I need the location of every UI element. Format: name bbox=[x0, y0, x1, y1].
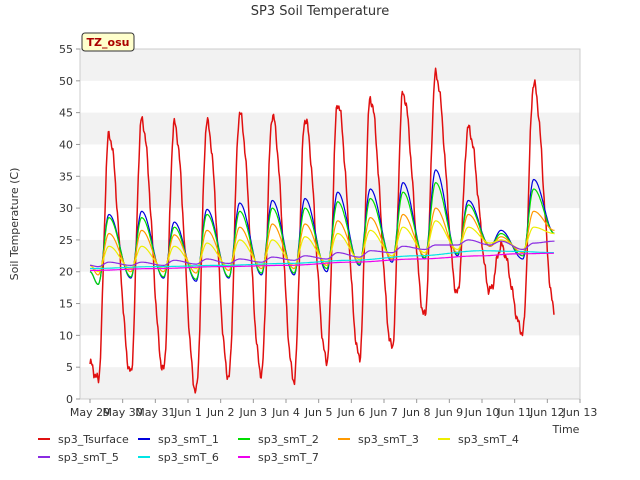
series-line-sp3-smT-6 bbox=[90, 250, 554, 270]
y-tick-label: 55 bbox=[59, 43, 73, 56]
x-tick-label: Jun 1 bbox=[173, 406, 202, 419]
x-tick-label: May 31 bbox=[135, 406, 175, 419]
grid-band bbox=[80, 49, 580, 81]
x-tick-label: Jun 11 bbox=[496, 406, 532, 419]
x-tick-label: Jun 3 bbox=[238, 406, 267, 419]
y-tick-label: 10 bbox=[59, 329, 73, 342]
x-tick-label: Jun 10 bbox=[464, 406, 500, 419]
y-tick-label: 5 bbox=[66, 361, 73, 374]
legend-label: sp3_smT_4 bbox=[458, 433, 519, 446]
x-tick-label: Jun 9 bbox=[434, 406, 463, 419]
series-line-sp3-Tsurface bbox=[89, 67, 555, 394]
badge: TZ_osu bbox=[81, 32, 135, 52]
badge-label: TZ_osu bbox=[87, 36, 130, 49]
x-tick-label: May 29 bbox=[70, 406, 110, 419]
legend-label: sp3_smT_1 bbox=[158, 433, 219, 446]
y-tick-label: 15 bbox=[59, 298, 73, 311]
y-tick-label: 30 bbox=[59, 202, 73, 215]
x-tick-label: Jun 13 bbox=[562, 406, 598, 419]
series-lines bbox=[89, 67, 555, 394]
grid-band bbox=[80, 112, 580, 145]
legend-label: sp3_smT_6 bbox=[158, 451, 219, 464]
legend-label: sp3_smT_3 bbox=[358, 433, 419, 446]
x-tick-label: Jun 8 bbox=[402, 406, 431, 419]
y-tick-label: 35 bbox=[59, 170, 73, 183]
y-tick-label: 20 bbox=[59, 266, 73, 279]
y-tick-label: 25 bbox=[59, 234, 73, 247]
legend: sp3_Tsurface sp3_smT_1 sp3_smT_2 sp3_smT_3 s… bbox=[38, 433, 519, 464]
grid-band bbox=[80, 176, 580, 209]
legend-label: sp3_Tsurface bbox=[58, 433, 129, 446]
plot-frame bbox=[79, 48, 581, 400]
x-tick-label: Jun 5 bbox=[304, 406, 333, 419]
x-axis-label: Time bbox=[552, 423, 580, 436]
series-line-sp3-smT-7 bbox=[90, 252, 554, 272]
y-tick-label: 50 bbox=[59, 75, 73, 88]
series-line-sp3-smT-4 bbox=[89, 220, 555, 273]
x-tick-label: Jun 6 bbox=[336, 406, 365, 419]
chart-title: SP3 Soil Temperature bbox=[251, 4, 389, 19]
x-tick-label: Jun 2 bbox=[206, 406, 235, 419]
x-tick-label: May 30 bbox=[103, 406, 143, 419]
x-tick-label: Jun 12 bbox=[529, 406, 565, 419]
y-tick-label: 0 bbox=[66, 393, 73, 406]
y-tick-label: 45 bbox=[59, 107, 73, 120]
x-tick-label: Jun 4 bbox=[271, 406, 300, 419]
y-axis: 0 5 10 15 20 25 30 35 40 45 50 55 bbox=[59, 43, 80, 406]
x-tick-label: Jun 7 bbox=[369, 406, 398, 419]
grid-band bbox=[80, 367, 580, 399]
y-tick-label: 40 bbox=[59, 138, 73, 151]
legend-label: sp3_smT_7 bbox=[258, 451, 319, 464]
series-line-sp3-smT-5 bbox=[90, 239, 555, 268]
legend-label: sp3_smT_2 bbox=[258, 433, 319, 446]
legend-label: sp3_smT_5 bbox=[58, 451, 119, 464]
grid-bands bbox=[80, 49, 580, 399]
badge-box bbox=[81, 32, 135, 52]
y-axis-label: Soil Temperature (C) bbox=[8, 168, 21, 281]
